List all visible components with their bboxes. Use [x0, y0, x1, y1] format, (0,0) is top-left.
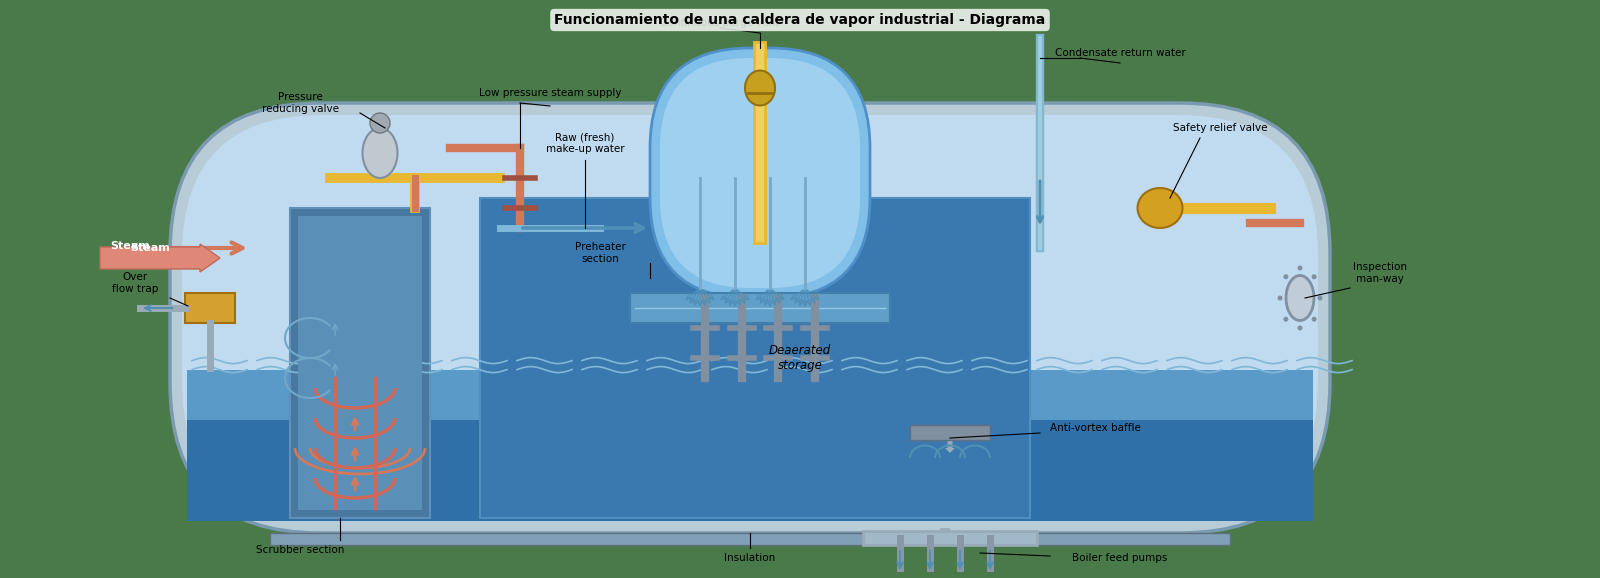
- Text: Over
flow trap: Over flow trap: [112, 272, 158, 294]
- Bar: [290, 208, 430, 518]
- Bar: [630, 293, 890, 323]
- FancyBboxPatch shape: [650, 48, 870, 298]
- Circle shape: [1277, 295, 1283, 301]
- Text: Preheater
section: Preheater section: [574, 242, 626, 264]
- Circle shape: [1312, 317, 1317, 322]
- Text: Scrubber section: Scrubber section: [256, 545, 344, 555]
- FancyBboxPatch shape: [661, 58, 861, 288]
- Text: Condensate return water: Condensate return water: [1054, 48, 1186, 58]
- Text: Raw (fresh)
make-up water: Raw (fresh) make-up water: [546, 132, 624, 154]
- FancyBboxPatch shape: [182, 115, 1318, 521]
- Text: Anti-vortex baffle: Anti-vortex baffle: [1050, 423, 1141, 433]
- Text: Steam: Steam: [110, 241, 150, 251]
- FancyArrow shape: [101, 244, 221, 272]
- Ellipse shape: [746, 71, 774, 106]
- Ellipse shape: [1138, 188, 1182, 228]
- Bar: [186, 293, 235, 323]
- Circle shape: [1283, 275, 1288, 279]
- Text: Low pressure steam supply: Low pressure steam supply: [478, 88, 621, 98]
- Bar: [187, 420, 1314, 521]
- Ellipse shape: [363, 128, 397, 178]
- Text: Boiler feed pumps: Boiler feed pumps: [1072, 553, 1168, 563]
- Text: Steam: Steam: [130, 243, 170, 253]
- FancyArrow shape: [946, 433, 955, 453]
- Circle shape: [1298, 325, 1302, 331]
- Bar: [298, 216, 422, 510]
- Text: Pressure
reducing valve: Pressure reducing valve: [261, 92, 339, 114]
- Bar: [270, 533, 1230, 545]
- Text: Deaerated
storage: Deaerated storage: [770, 344, 830, 372]
- Text: Safety relief valve: Safety relief valve: [1173, 123, 1267, 133]
- FancyBboxPatch shape: [170, 103, 1330, 533]
- Text: Inspection
man-way: Inspection man-way: [1354, 262, 1406, 284]
- Text: Continuous purge vent: Continuous purge vent: [661, 18, 779, 28]
- Ellipse shape: [1286, 276, 1314, 320]
- Circle shape: [1312, 275, 1317, 279]
- Bar: [480, 198, 1030, 518]
- Bar: [910, 425, 990, 440]
- Circle shape: [1283, 317, 1288, 322]
- Circle shape: [1298, 265, 1302, 271]
- Circle shape: [370, 113, 390, 133]
- Circle shape: [1317, 295, 1323, 301]
- Text: Insulation: Insulation: [725, 553, 776, 563]
- Text: Funcionamiento de una caldera de vapor industrial - Diagrama: Funcionamiento de una caldera de vapor i…: [554, 13, 1046, 27]
- Bar: [187, 369, 1314, 521]
